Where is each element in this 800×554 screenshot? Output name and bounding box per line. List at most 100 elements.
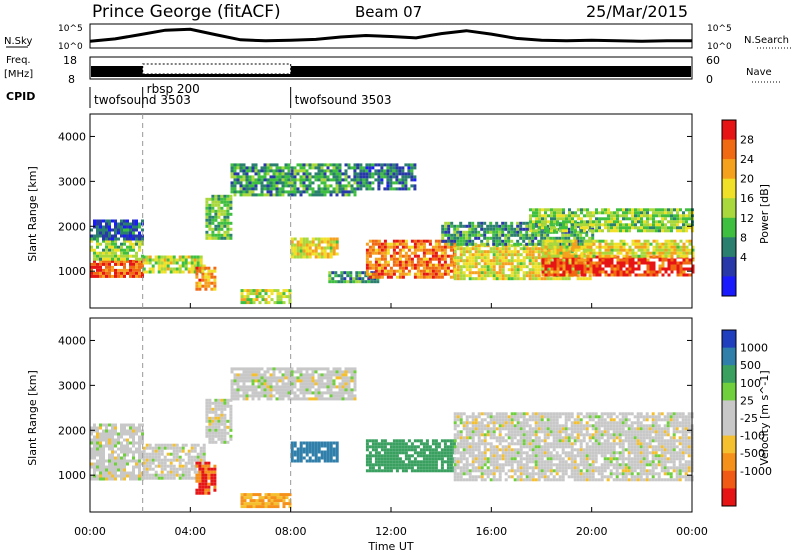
power-cell-6 [314, 178, 318, 182]
velocity-cell-4 [257, 382, 261, 386]
power-cell-13 [507, 230, 511, 234]
power-cell-11 [440, 266, 444, 270]
power-cell-13 [540, 230, 544, 234]
velocity-cell-7 [386, 442, 390, 446]
power-cell-16 [595, 245, 599, 249]
velocity-cell-4 [293, 379, 297, 383]
power-cell-12 [480, 274, 484, 278]
power-cell-8 [299, 240, 303, 244]
power-cell-11 [386, 260, 390, 264]
velocity-cell-0 [111, 453, 114, 457]
power-cell-12 [510, 250, 514, 254]
velocity-cell-0 [111, 477, 114, 481]
power-cell-16 [637, 248, 641, 252]
velocity-cell-5 [258, 505, 262, 509]
power-cell-10 [389, 181, 393, 185]
power-cell-5 [205, 209, 209, 213]
power-cell-11 [401, 263, 405, 267]
velocity-cell-4 [323, 382, 327, 386]
velocity-cell-4 [266, 382, 270, 386]
power-cell-0 [135, 268, 138, 272]
velocity-cell-1 [169, 452, 173, 456]
power-cell-6 [257, 172, 261, 176]
power-cell-13 [441, 239, 445, 243]
power-cell-6 [299, 190, 303, 194]
power-cell-6 [332, 163, 336, 167]
velocity-cell-0 [129, 450, 132, 454]
power-cell-13 [459, 221, 463, 225]
power-cell-3 [148, 267, 152, 271]
power-cell-5 [223, 215, 227, 219]
velocity-cell-1 [160, 464, 164, 468]
velocity-cell-0 [138, 438, 141, 442]
power-cell-1 [105, 245, 108, 249]
velocity-cell-1 [160, 467, 164, 471]
power-cell-14 [541, 223, 544, 227]
velocity-cell-7 [380, 469, 384, 473]
power-cell-2 [123, 237, 126, 241]
power-cell-6 [299, 178, 303, 182]
power-cell-5 [205, 221, 209, 225]
power-cell-10 [392, 187, 396, 191]
power-cell-14 [628, 211, 631, 215]
velocity-cell-4 [269, 376, 273, 380]
velocity-cell-6 [326, 444, 330, 448]
velocity-cell-8 [453, 451, 457, 455]
power-cell-2 [126, 228, 129, 232]
power-cell-8 [308, 255, 312, 259]
power-cell-13 [519, 236, 523, 240]
power-cell-6 [305, 169, 309, 173]
power-cell-15 [634, 273, 638, 277]
power-cell-9 [355, 271, 359, 275]
velocity-cell-4 [299, 379, 303, 383]
power-cell-9 [334, 271, 338, 275]
power-cell-12 [495, 274, 499, 278]
power-cell-11 [443, 248, 447, 252]
velocity-cell-4 [329, 376, 333, 380]
power-cell-6 [287, 178, 291, 182]
power-cell-6 [305, 178, 309, 182]
velocity-cell-4 [329, 391, 333, 395]
velocity-cell-5 [258, 493, 262, 497]
power-cell-16 [631, 248, 635, 252]
power-cell-14 [541, 208, 544, 212]
power-cell-6 [338, 190, 342, 194]
power-cell-11 [443, 257, 447, 261]
power-cell-3 [157, 264, 161, 268]
power-cell-13 [528, 233, 532, 237]
velocity-cell-8 [459, 418, 463, 422]
power-cell-12 [453, 262, 457, 266]
power-cell-8 [335, 243, 339, 247]
power-cell-11 [377, 266, 381, 270]
power-cell-11 [365, 248, 369, 252]
power-cell-9 [355, 277, 359, 281]
velocity-cell-4 [254, 373, 258, 377]
power-cell-1 [138, 245, 141, 249]
power-cell-14 [544, 220, 547, 224]
velocity-cell-7 [410, 466, 414, 470]
velocity-cell-0 [105, 441, 108, 445]
power-cell-15 [622, 258, 626, 262]
power-cell-9 [361, 277, 365, 281]
velocity-cell-0 [90, 441, 93, 445]
power-cell-16 [619, 251, 623, 255]
power-cell-5 [217, 200, 221, 204]
power-cell-11 [401, 269, 405, 273]
power-cell-6 [317, 166, 321, 170]
power-cell-11 [416, 266, 420, 270]
velocity-cell-5 [261, 496, 265, 500]
power-cell-13 [495, 227, 499, 231]
power-cell-15 [610, 270, 614, 274]
velocity-cell-4 [338, 388, 342, 392]
power-cell-15 [565, 270, 569, 274]
power-cell-2 [120, 222, 123, 226]
power-cell-2 [135, 225, 138, 229]
power-cell-14 [646, 229, 649, 233]
velocity-cell-0 [141, 432, 144, 436]
velocity-cell-4 [254, 370, 258, 374]
velocity-cell-3 [229, 428, 233, 432]
power-cell-12 [537, 256, 541, 260]
power-cell-7 [288, 292, 292, 296]
velocity-cell-8 [465, 439, 469, 443]
power-cell-16 [670, 254, 674, 258]
